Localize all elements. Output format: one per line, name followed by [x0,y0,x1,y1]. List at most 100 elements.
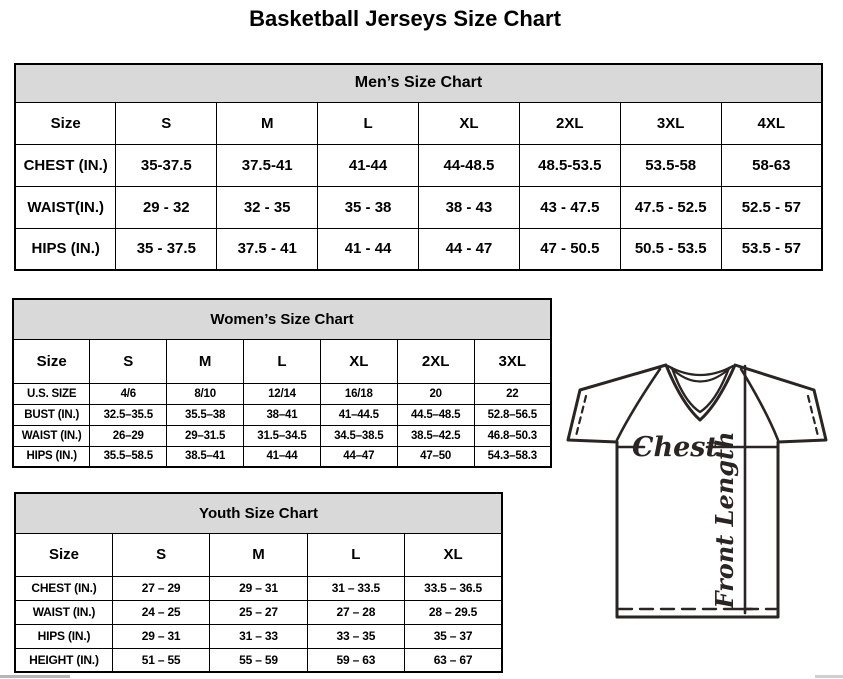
right-cuff-dashed-line [806,394,820,438]
column-header: S [111,532,211,577]
youth-header-row: Size S M L XL [14,532,503,577]
value-cell: 35.5–58.5 [89,445,168,468]
womens-table-title: Women’s Size Chart [12,298,552,340]
value-cell: 63 – 67 [404,647,503,673]
value-cell: 32 - 35 [216,185,319,229]
column-header: L [306,532,406,577]
chest-label: Chest [632,432,718,463]
column-header: XL [404,532,503,577]
value-cell: 50.5 - 53.5 [619,227,722,271]
womens-size-table: Women’s Size Chart Size S M L XL 2XL 3XL U.S. SI… [12,298,552,468]
value-cell: 51 – 55 [111,647,211,673]
jersey-outline [566,363,828,619]
collar-inner-line [670,366,731,414]
value-cell: 37.5-41 [216,143,319,187]
column-header: M [166,338,245,384]
table-row: HIPS (IN.) 35.5–58.5 38.5–41 41–44 44–47 47–5… [12,445,552,468]
value-cell: 44 - 47 [418,227,520,271]
value-cell: 20 [396,382,475,405]
value-cell: 44-48.5 [418,143,520,187]
value-cell: 38.5–41 [166,445,245,468]
womens-header-row: Size S M L XL 2XL 3XL [12,338,552,384]
jersey-measurement-diagram: Chest Front Length [566,363,828,619]
value-cell: 22 [473,382,552,405]
column-header: 2XL [518,101,621,145]
collar-back-arc-1 [666,364,735,376]
collar-back-arc-2 [668,365,733,383]
value-cell: 41-44 [317,143,419,187]
row-label: WAIST (IN.) [12,424,91,447]
value-cell: 52.5 - 57 [720,185,823,229]
value-cell: 35 - 38 [317,185,419,229]
row-label: HIPS (IN.) [12,445,91,468]
youth-table-title: Youth Size Chart [14,492,503,534]
value-cell: 47 - 50.5 [518,227,621,271]
value-cell: 44–47 [319,445,398,468]
value-cell: 24 – 25 [111,599,211,625]
value-cell: 33.5 – 36.5 [404,575,503,601]
mens-size-table: Men’s Size Chart Size S M L XL 2XL 3XL 4XL CHEST … [14,63,823,271]
column-header: Size [14,101,117,145]
row-label: CHEST (IN.) [14,575,113,601]
value-cell: 35 - 37.5 [115,227,218,271]
value-cell: 52.8–56.5 [473,403,552,426]
table-row: HEIGHT (IN.) 51 – 55 55 – 59 59 – 63 63 – 67 [14,647,503,673]
value-cell: 34.5–38.5 [319,424,398,447]
value-cell: 53.5 - 57 [720,227,823,271]
value-cell: 16/18 [319,382,398,405]
value-cell: 47–50 [396,445,475,468]
row-label: CHEST (IN.) [14,143,117,187]
youth-size-table: Youth Size Chart Size S M L XL CHEST (IN.) 27 –… [14,492,503,673]
value-cell: 41 - 44 [317,227,419,271]
row-label: U.S. SIZE [12,382,91,405]
value-cell: 27 – 29 [111,575,211,601]
page-title: Basketball Jerseys Size Chart [249,6,561,31]
value-cell: 4/6 [89,382,168,405]
value-cell: 53.5-58 [619,143,722,187]
table-row: WAIST(IN.) 29 - 32 32 - 35 35 - 38 38 - 43 43… [14,185,823,229]
column-header: S [89,338,168,384]
value-cell: 27 – 28 [306,599,406,625]
value-cell: 55 – 59 [209,647,308,673]
value-cell: 29 - 32 [115,185,218,229]
value-cell: 35.5–38 [166,403,245,426]
horizontal-scrollbar-fragment-left[interactable] [0,675,70,678]
table-row: CHEST (IN.) 27 – 29 29 – 31 31 – 33.5 33.5 –… [14,575,503,601]
column-header: 2XL [396,338,475,384]
value-cell: 54.3–58.3 [473,445,552,468]
table-row: WAIST (IN.) 26–29 29–31.5 31.5–34.5 34.5–38.… [12,424,552,447]
row-label: HIPS (IN.) [14,623,113,649]
value-cell: 33 – 35 [306,623,406,649]
value-cell: 8/10 [166,382,245,405]
column-header: 3XL [619,101,722,145]
value-cell: 31.5–34.5 [243,424,321,447]
column-header: S [115,101,218,145]
horizontal-scrollbar-fragment-right[interactable] [815,675,843,678]
value-cell: 46.8–50.3 [473,424,552,447]
value-cell: 41–44.5 [319,403,398,426]
value-cell: 44.5–48.5 [396,403,475,426]
column-header: L [317,101,419,145]
row-label: HEIGHT (IN.) [14,647,113,673]
table-row: U.S. SIZE 4/6 8/10 12/14 16/18 20 22 [12,382,552,405]
table-row: CHEST (IN.) 35-37.5 37.5-41 41-44 44-48.5 48.… [14,143,823,187]
value-cell: 41–44 [243,445,321,468]
value-cell: 47.5 - 52.5 [619,185,722,229]
row-label: WAIST(IN.) [14,185,117,229]
left-cuff-dashed-line [574,394,588,438]
mens-table-title: Men’s Size Chart [14,63,823,103]
value-cell: 32.5–35.5 [89,403,168,426]
table-row: HIPS (IN.) 29 – 31 31 – 33 33 – 35 35 – 37 [14,623,503,649]
value-cell: 29 – 31 [111,623,211,649]
column-header: Size [12,338,91,384]
value-cell: 31 – 33 [209,623,308,649]
table-row: BUST (IN.) 32.5–35.5 35.5–38 38–41 41–44.5 44… [12,403,552,426]
column-header: XL [319,338,398,384]
value-cell: 58-63 [720,143,823,187]
value-cell: 38 - 43 [418,185,520,229]
column-header: M [209,532,308,577]
value-cell: 28 – 29.5 [404,599,503,625]
column-header: 3XL [473,338,552,384]
column-header: L [243,338,321,384]
table-row: WAIST (IN.) 24 – 25 25 – 27 27 – 28 28 – 29.… [14,599,503,625]
